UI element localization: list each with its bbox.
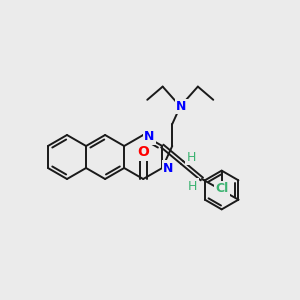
Text: N: N — [176, 100, 187, 113]
Text: H: H — [186, 151, 196, 164]
Text: N: N — [144, 130, 154, 143]
Text: Cl: Cl — [215, 182, 228, 195]
Text: O: O — [137, 145, 149, 159]
Text: H: H — [188, 179, 198, 193]
Text: N: N — [163, 161, 173, 175]
